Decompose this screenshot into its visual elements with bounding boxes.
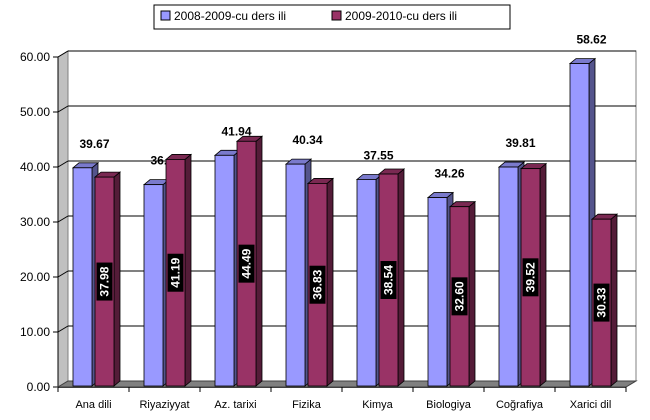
y-tick-label: 10.00 [20, 325, 50, 339]
bar-side [326, 177, 334, 387]
data-label-bg [167, 253, 184, 292]
data-label-series-2: 32.60 [453, 281, 467, 311]
bar-1-8 [568, 57, 597, 387]
bar-2-8 [590, 213, 619, 387]
x-category-label: Fizika [292, 399, 322, 411]
x-category-label: Riyaziyyat [139, 399, 189, 411]
bar-side [468, 200, 476, 387]
bar-side [539, 162, 547, 387]
x-category-label: Az. tarixi [214, 399, 256, 411]
x-category-label: Coğrafiya [496, 399, 544, 411]
bar-front [569, 63, 590, 387]
bar-front [427, 197, 448, 387]
y-tick-label: 50.00 [20, 105, 50, 119]
plot-area: 0.00 10.00 20.00 30.00 40.00 50.00 60.00 39.67 3… [20, 33, 638, 411]
gridline-side [57, 105, 69, 113]
data-label-series-1: 37.55 [363, 148, 393, 162]
data-label-series-2: 41.19 [169, 257, 183, 287]
data-label-bg [380, 261, 397, 300]
bar-front [498, 166, 519, 387]
x-category-label: Ana dili [75, 399, 111, 411]
y-tick-label: 0.00 [27, 380, 51, 394]
y-tick-label: 20.00 [20, 270, 50, 284]
bar-1-6 [426, 191, 455, 387]
gridline-side [57, 325, 69, 333]
bar-front [214, 154, 235, 387]
data-label-series-2: 37.98 [98, 266, 112, 296]
data-label-series-1: 40.34 [292, 133, 322, 147]
bar-side [184, 153, 192, 387]
data-label-bg [593, 283, 610, 322]
data-label-series-2: 30.33 [595, 287, 609, 317]
data-label-bg [451, 277, 468, 316]
data-label-series-2: 44.49 [240, 248, 254, 278]
bar-side [113, 171, 121, 387]
x-category-label: Kimya [362, 399, 393, 411]
bar-1-3 [213, 149, 242, 387]
data-label-series-1: 41.94 [221, 124, 251, 138]
data-label-series-2: 36.83 [311, 269, 325, 299]
bar-side [397, 168, 405, 387]
data-label-series-2: 39.52 [524, 262, 538, 292]
data-label-series-1: 34.26 [434, 167, 464, 181]
x-category-label: Biologiya [426, 399, 472, 411]
bar-1-4 [284, 158, 313, 387]
gridline-side [57, 270, 69, 278]
bar-front [285, 163, 306, 387]
y-tick-label: 60.00 [20, 50, 50, 64]
legend-label-series-1: 2008-2009-cu ders ili [174, 9, 286, 23]
data-label-bg [309, 265, 326, 304]
bar-1-1 [71, 161, 100, 387]
bar-1-5 [355, 173, 384, 387]
legend-label-series-2: 2009-2010-cu ders ili [345, 9, 457, 23]
bar-side [610, 213, 618, 387]
legend-swatch-series-2 [331, 10, 342, 21]
bar-front [143, 184, 164, 387]
data-label-bg [238, 244, 255, 283]
data-label-bg [522, 258, 539, 297]
data-label-series-1: 39.81 [505, 136, 535, 150]
data-label-bg [96, 262, 113, 301]
gridline-side [57, 215, 69, 223]
y-tick-label: 30.00 [20, 215, 50, 229]
bar-front [72, 167, 93, 387]
x-category-label: Xarici dil [570, 399, 612, 411]
bar-side [255, 135, 263, 387]
gridline-side [57, 160, 69, 168]
data-label-series-1: 58.62 [576, 33, 606, 47]
data-label-series-2: 38.54 [382, 265, 396, 295]
legend-swatch-series-1 [160, 10, 171, 21]
bar-front [356, 179, 377, 387]
legend: 2008-2009-cu ders ili 2009-2010-cu ders … [153, 4, 511, 30]
bar-1-2 [142, 178, 171, 387]
y-tick-label: 40.00 [20, 160, 50, 174]
gridline-side [57, 50, 69, 58]
data-label-series-1: 39.67 [79, 137, 109, 151]
bar-1-7 [497, 161, 526, 387]
bar-2-6 [448, 200, 477, 387]
